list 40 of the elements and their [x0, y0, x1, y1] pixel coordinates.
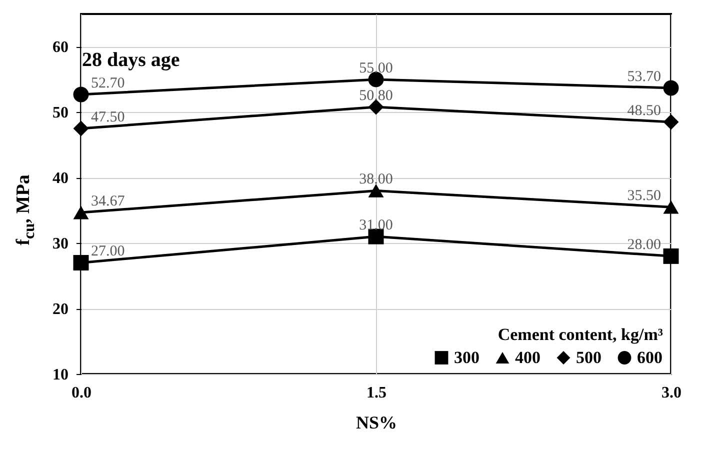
data-label: 34.67	[91, 194, 126, 210]
point	[73, 120, 89, 136]
data-label: 35.50	[627, 188, 661, 204]
data-label: 53.70	[627, 68, 661, 85]
y-tick-label: 50	[52, 104, 68, 122]
point	[73, 206, 89, 220]
x-tick-label: 3.0	[662, 384, 682, 402]
point	[663, 200, 679, 214]
data-label: 28.00	[627, 237, 661, 254]
point	[663, 80, 679, 96]
data-label: 50.80	[359, 88, 393, 104]
point	[368, 99, 384, 115]
y-tick-label: 60	[52, 39, 68, 56]
point	[368, 184, 384, 198]
text: 28 days age	[82, 49, 180, 71]
data-label: 48.50	[627, 103, 661, 119]
data-label: 27.00	[91, 244, 125, 260]
point	[663, 248, 679, 264]
data-label: 52.70	[91, 76, 125, 92]
legend-label: 400	[515, 348, 540, 367]
legend-title: Cement content, kg/m³	[498, 325, 663, 344]
y-tick-label: 40	[52, 170, 68, 188]
y-tick-label: 10	[52, 366, 68, 384]
point	[73, 86, 89, 102]
x-axis-title: NS%	[356, 412, 398, 432]
data-label: 47.50	[91, 110, 125, 126]
point	[73, 254, 89, 270]
data-label: 38.00	[359, 172, 393, 188]
x-tick-label: 0.0	[72, 384, 92, 402]
y-tick-label: 30	[52, 236, 68, 253]
y-tick-label: 20	[52, 301, 68, 318]
data-label: 55.00	[359, 60, 393, 76]
point	[368, 72, 384, 88]
data-label: 31.00	[359, 218, 393, 234]
x-tick-label: 1.5	[366, 384, 386, 402]
point	[368, 228, 384, 244]
legend-label: 300	[454, 348, 480, 367]
point	[663, 114, 679, 130]
legend-label: 500	[576, 348, 602, 367]
legend-label: 600	[637, 348, 662, 367]
